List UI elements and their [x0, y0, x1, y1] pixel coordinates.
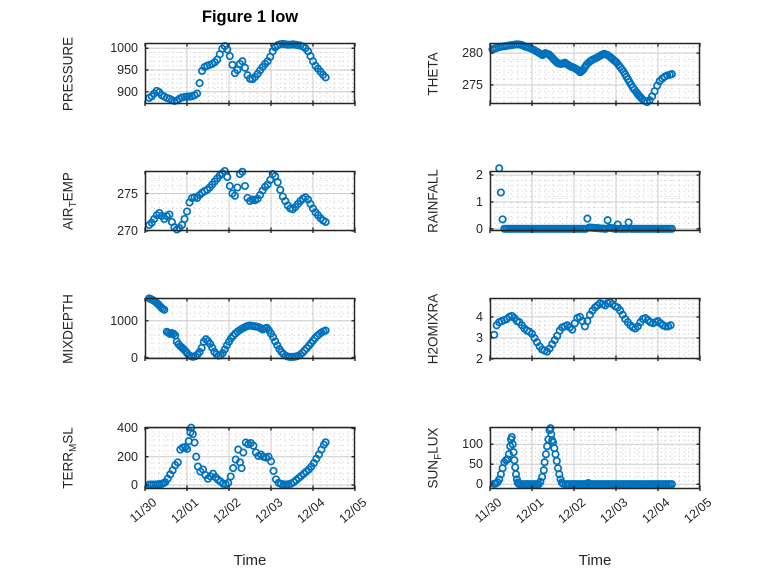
x-axis-label-right: Time	[578, 552, 612, 569]
y-tick-label: 4	[476, 309, 483, 324]
y-axis-label-h2omixra: H2OMIXRA	[425, 293, 441, 364]
y-tick-label: 2	[476, 168, 483, 183]
x-tick-label: 12/04	[639, 495, 673, 527]
y-axis-label-terr-msl: TERRMSL	[60, 427, 80, 489]
y-tick-label: 100	[462, 437, 483, 452]
scatter-markers	[495, 164, 676, 233]
y-tick-label: 900	[117, 84, 138, 99]
y-tick-label: 200	[117, 449, 138, 464]
plot-area-theta	[488, 40, 701, 107]
y-tick-label: 2	[476, 352, 483, 366]
y-axis-label-sun-flux: SUNFLUX	[425, 427, 445, 489]
y-tick-label: 275	[117, 186, 138, 201]
plot-area-air-temp	[144, 166, 356, 234]
x-tick-label: 12/01	[168, 495, 202, 527]
axes-border	[489, 42, 701, 105]
x-tick-label: 11/30	[127, 495, 160, 526]
axes-border	[489, 297, 701, 360]
plot-area-h2omixra	[489, 297, 701, 361]
x-tick-label: 12/01	[513, 495, 547, 527]
x-tick-label: 12/05	[681, 495, 715, 527]
grid-minor	[490, 171, 700, 231]
scatter-markers	[145, 39, 330, 106]
axes-border	[489, 426, 701, 490]
grid-minor	[490, 427, 700, 489]
y-tick-label: 280	[462, 46, 483, 61]
plot-area-mixdepth	[144, 294, 356, 362]
y-tick-label: 0	[476, 221, 483, 236]
grid-major	[490, 298, 700, 359]
y-axis-label-mixdepth: MIXDEPTH	[60, 293, 76, 364]
x-tick-label: 12/02	[210, 495, 244, 527]
x-tick-label: 12/03	[252, 495, 286, 527]
scatter-markers	[488, 40, 676, 107]
x-tick-label: 12/05	[336, 495, 370, 527]
grid-minor	[145, 170, 355, 231]
plot-area-rainfall	[489, 164, 701, 233]
y-tick-label: 950	[117, 63, 138, 77]
y-tick-label: 0	[131, 350, 138, 365]
y-axis-label-air-temp: AIRTEMP	[60, 172, 80, 230]
plot-area-sun-flux	[489, 424, 701, 491]
y-tick-label: 270	[117, 224, 138, 238]
y-axis-label-theta: THETA	[425, 51, 441, 96]
scatter-markers	[145, 166, 330, 234]
x-tick-label: 12/04	[294, 495, 328, 527]
plot-area-terr-msl	[144, 423, 356, 491]
scatter-markers	[145, 294, 330, 362]
y-tick-label: 0	[476, 477, 483, 492]
x-tick-label: 12/03	[597, 495, 631, 527]
x-tick-label: 12/02	[555, 495, 589, 527]
axes-border	[489, 170, 701, 232]
y-tick-label: 3	[476, 330, 483, 345]
figure-title: Figure 1 low	[201, 8, 299, 26]
y-tick-label: 400	[117, 421, 138, 436]
x-tick-label: 11/30	[472, 495, 505, 526]
axes-border	[144, 426, 356, 490]
axes-border	[144, 42, 356, 105]
y-tick-label: 275	[462, 77, 483, 92]
y-tick-label: 1	[476, 194, 483, 209]
y-tick-label: 1000	[110, 313, 138, 328]
scatter-markers	[145, 423, 330, 489]
grid-minor	[145, 427, 355, 489]
y-tick-label: 1000	[110, 41, 138, 56]
axes-border	[144, 170, 356, 232]
axes-border	[144, 297, 356, 360]
y-axis-label-rainfall: RAINFALL	[425, 169, 441, 233]
plot-area-pressure	[144, 39, 356, 106]
grid-major	[490, 43, 700, 104]
scatter-markers	[490, 424, 676, 489]
y-axis-label-pressure: PRESSURE	[60, 36, 76, 111]
x-axis-label-left: Time	[233, 552, 267, 569]
y-tick-label: 50	[469, 457, 483, 472]
y-tick-label: 0	[131, 478, 138, 493]
